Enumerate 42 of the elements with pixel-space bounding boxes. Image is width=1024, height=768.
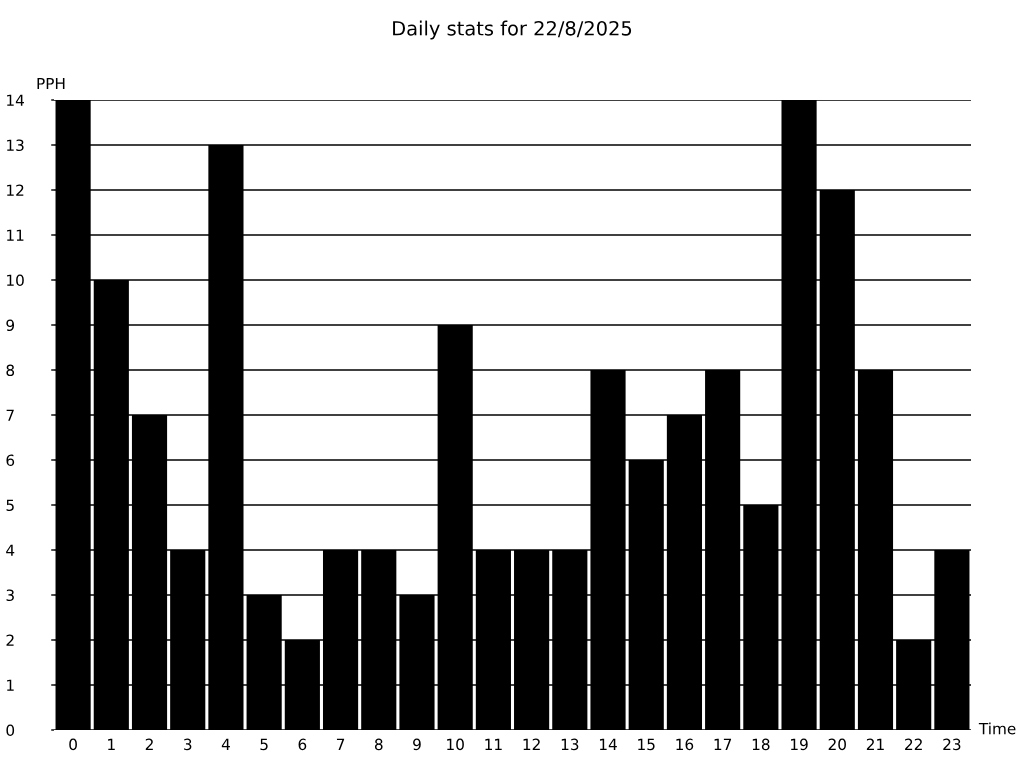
- x-tick-label: 7: [336, 738, 345, 750]
- y-tick-label: 6: [6, 454, 15, 467]
- x-tick-label: 3: [184, 738, 192, 751]
- y-tick-label: 3: [6, 589, 14, 602]
- chart-title: Daily stats for 22/8/2025: [393, 20, 632, 40]
- x-tick-label: 1: [108, 738, 115, 750]
- y-tick-label: 8: [6, 364, 15, 377]
- x-tick-label: 13: [561, 738, 579, 751]
- x-tick-label: 14: [599, 738, 617, 750]
- y-tick-label: 7: [6, 409, 14, 421]
- y-tick-label: 1: [7, 679, 14, 691]
- y-tick-label: 11: [7, 229, 24, 241]
- y-axis-title: PPH: [37, 77, 65, 90]
- x-axis-title: Time: [978, 722, 1016, 735]
- x-tick-label: 2: [145, 738, 153, 750]
- x-tick-label: 4: [221, 738, 230, 750]
- x-tick-label: 18: [752, 738, 770, 751]
- x-tick-label: 8: [374, 738, 383, 751]
- y-tick-label: 9: [6, 319, 15, 332]
- y-tick-label: 12: [7, 184, 24, 196]
- y-tick-label: 13: [7, 139, 24, 152]
- x-tick-label: 11: [485, 738, 502, 750]
- y-tick-label: 2: [6, 634, 14, 646]
- y-tick-label: 0: [6, 724, 15, 737]
- y-tick-label: 5: [6, 499, 14, 512]
- x-tick-label: 0: [69, 738, 77, 751]
- x-tick-label: 9: [413, 738, 421, 751]
- x-tick-label: 15: [638, 738, 655, 751]
- x-tick-label: 16: [676, 738, 694, 751]
- x-tick-label: 22: [905, 738, 922, 750]
- x-tick-label: 19: [791, 738, 808, 751]
- x-tick-label: 6: [298, 738, 307, 751]
- x-tick-label: 23: [943, 738, 961, 751]
- y-tick-label: 14: [7, 94, 24, 106]
- y-tick-label: 10: [7, 274, 24, 287]
- x-tick-label: 21: [866, 738, 884, 750]
- x-tick-label: 20: [828, 738, 846, 751]
- x-tick-label: 12: [523, 738, 540, 750]
- y-tick-label: 4: [6, 544, 15, 556]
- x-tick-label: 5: [260, 738, 268, 751]
- x-tick-label: 10: [447, 738, 464, 751]
- x-tick-label: 17: [714, 738, 732, 750]
